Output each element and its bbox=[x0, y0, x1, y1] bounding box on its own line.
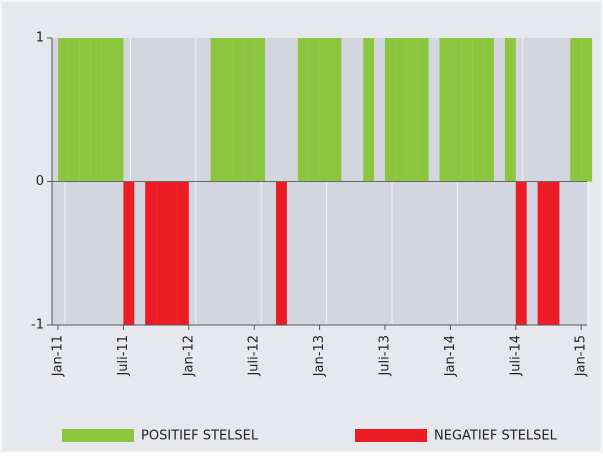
bar bbox=[483, 38, 494, 182]
legend-swatch bbox=[62, 429, 134, 442]
bar bbox=[145, 181, 157, 325]
bar bbox=[319, 38, 331, 182]
y-tick-label: 0 bbox=[36, 174, 44, 189]
x-tick-label: Jan-15 bbox=[574, 335, 589, 377]
bar bbox=[439, 38, 451, 182]
x-tick-label: Jan-14 bbox=[443, 335, 458, 377]
bar bbox=[232, 38, 244, 182]
y-tick-label: 1 bbox=[36, 31, 44, 46]
bar bbox=[417, 38, 429, 182]
bar bbox=[363, 38, 375, 182]
bar bbox=[472, 38, 484, 182]
bar bbox=[79, 38, 91, 182]
x-tick-label: Jan-13 bbox=[312, 335, 327, 377]
x-tick-label: Juli-14 bbox=[508, 335, 523, 377]
x-tick-label: Jan-11 bbox=[51, 335, 66, 377]
bar bbox=[406, 38, 418, 182]
bar bbox=[167, 181, 178, 325]
bar bbox=[548, 181, 560, 325]
bar bbox=[515, 181, 527, 325]
legend-label: NEGATIEF STELSEL bbox=[434, 429, 558, 444]
bar bbox=[395, 38, 407, 182]
bar bbox=[385, 38, 396, 182]
bar bbox=[254, 38, 266, 182]
bar bbox=[276, 181, 287, 325]
y-tick-label: -1 bbox=[31, 318, 44, 333]
bar bbox=[90, 38, 102, 182]
bar bbox=[112, 38, 124, 182]
bar bbox=[101, 38, 113, 182]
bar bbox=[570, 38, 582, 182]
x-tick-label: Juli-11 bbox=[116, 335, 131, 377]
bar bbox=[297, 38, 309, 182]
bar bbox=[210, 38, 222, 182]
bar bbox=[243, 38, 255, 182]
bar bbox=[581, 38, 593, 182]
bar bbox=[450, 38, 462, 182]
x-tick-label: Juli-13 bbox=[378, 335, 393, 377]
x-tick-label: Jan-12 bbox=[181, 335, 196, 377]
bar bbox=[58, 38, 69, 182]
x-tick-label: Juli-12 bbox=[247, 335, 262, 377]
bar bbox=[330, 38, 342, 182]
bar bbox=[123, 181, 135, 325]
legend-swatch bbox=[355, 429, 427, 442]
bar bbox=[308, 38, 320, 182]
bar bbox=[537, 181, 549, 325]
bar bbox=[68, 38, 80, 182]
bar bbox=[461, 38, 473, 182]
bar bbox=[177, 181, 189, 325]
bar bbox=[221, 38, 233, 182]
bar bbox=[504, 38, 516, 182]
bar bbox=[156, 181, 167, 325]
legend-label: POSITIEF STELSEL bbox=[141, 429, 259, 444]
